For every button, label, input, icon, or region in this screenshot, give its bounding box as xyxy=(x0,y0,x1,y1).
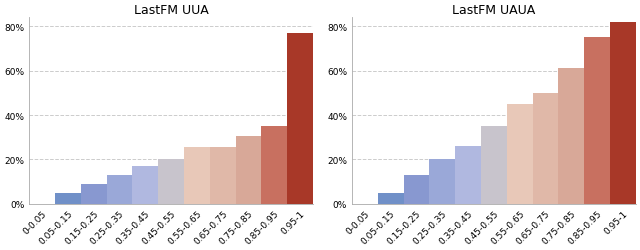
Bar xyxy=(429,160,455,204)
Bar xyxy=(210,148,236,204)
Bar xyxy=(158,160,184,204)
Title: LastFM UUA: LastFM UUA xyxy=(134,4,209,17)
Bar xyxy=(532,94,559,204)
Title: LastFM UAUA: LastFM UAUA xyxy=(452,4,536,17)
Bar xyxy=(507,104,532,204)
Bar xyxy=(404,175,429,204)
Bar xyxy=(261,127,287,204)
Bar xyxy=(559,69,584,204)
Bar xyxy=(184,148,210,204)
Bar xyxy=(236,136,261,204)
Bar xyxy=(481,127,507,204)
Bar xyxy=(455,146,481,204)
Bar xyxy=(287,34,313,204)
Bar xyxy=(610,23,636,204)
Bar xyxy=(378,193,404,204)
Bar xyxy=(81,184,107,204)
Bar xyxy=(107,175,132,204)
Bar xyxy=(55,193,81,204)
Bar xyxy=(584,38,610,204)
Bar xyxy=(132,166,158,204)
